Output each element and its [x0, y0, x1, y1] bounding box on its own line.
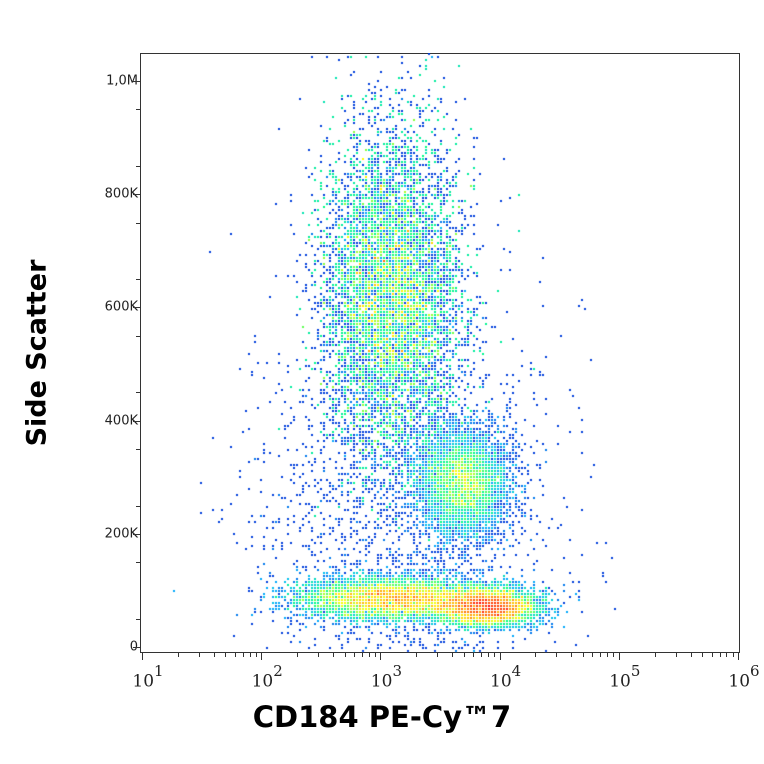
- x-minor-tick: [481, 653, 483, 657]
- x-minor-tick: [177, 653, 179, 657]
- density-dot-plot: [140, 53, 740, 653]
- y-tick-label: 800K: [104, 186, 138, 202]
- x-minor-tick: [318, 653, 320, 657]
- y-minor-tick: [136, 618, 140, 620]
- x-minor-tick: [473, 653, 475, 657]
- x-tick-base: 10: [132, 671, 155, 692]
- y-major-tick: [133, 307, 140, 309]
- y-minor-tick: [136, 448, 140, 450]
- x-minor-tick: [600, 653, 602, 657]
- y-major-tick: [133, 533, 140, 535]
- x-minor-tick: [213, 653, 215, 657]
- x-axis-title: CD184 PE-Cy™7: [252, 700, 512, 734]
- y-major-tick: [133, 420, 140, 422]
- y-minor-tick: [136, 165, 140, 167]
- y-tick-label: 600K: [104, 299, 138, 315]
- y-minor-tick: [136, 279, 140, 281]
- x-tick-label: 105: [609, 662, 640, 692]
- x-minor-tick: [732, 653, 734, 657]
- y-tick-label: 1,0M: [106, 73, 138, 89]
- x-minor-tick: [225, 653, 227, 657]
- x-minor-tick: [675, 653, 677, 657]
- x-minor-tick: [719, 653, 721, 657]
- x-major-tick: [142, 653, 143, 660]
- x-major-tick: [738, 653, 739, 660]
- x-major-tick: [618, 653, 620, 660]
- y-major-tick: [133, 194, 140, 196]
- x-minor-tick: [654, 653, 656, 657]
- x-tick-exponent: 3: [392, 662, 402, 680]
- x-minor-tick: [368, 653, 370, 657]
- y-minor-tick: [136, 109, 140, 111]
- x-minor-tick: [702, 653, 704, 657]
- y-minor-tick: [136, 562, 140, 564]
- y-minor-tick: [136, 505, 140, 507]
- x-minor-tick: [437, 653, 439, 657]
- x-tick-base: 10: [370, 671, 393, 692]
- x-tick-base: 10: [728, 671, 751, 692]
- x-tick-exponent: 5: [630, 662, 641, 680]
- x-minor-tick: [613, 653, 615, 657]
- x-minor-tick: [452, 653, 454, 657]
- y-minor-tick: [136, 392, 140, 394]
- x-tick-label: 104: [490, 662, 521, 692]
- y-tick-label: 200K: [104, 526, 138, 542]
- x-minor-tick: [198, 653, 200, 657]
- x-tick-label: 101: [132, 662, 163, 692]
- x-minor-tick: [582, 653, 584, 657]
- x-minor-tick: [711, 653, 713, 657]
- x-minor-tick: [607, 653, 609, 657]
- y-minor-tick: [136, 335, 140, 337]
- x-minor-tick: [361, 653, 363, 657]
- x-minor-tick: [494, 653, 496, 657]
- x-major-tick: [499, 653, 501, 660]
- x-tick-label: 102: [251, 662, 283, 692]
- x-minor-tick: [255, 653, 257, 657]
- y-minor-tick: [136, 222, 140, 224]
- x-minor-tick: [726, 653, 728, 657]
- x-minor-tick: [234, 653, 236, 657]
- x-minor-tick: [416, 653, 418, 657]
- y-tick-label: 400K: [104, 413, 138, 429]
- x-major-tick: [380, 653, 382, 660]
- y-major-tick: [133, 647, 140, 648]
- x-minor-tick: [571, 653, 573, 657]
- y-axis-title: Side Scatter: [21, 259, 53, 447]
- x-minor-tick: [535, 653, 537, 657]
- y-major-tick: [133, 81, 140, 82]
- x-minor-tick: [332, 653, 334, 657]
- x-minor-tick: [344, 653, 346, 657]
- x-minor-tick: [556, 653, 558, 657]
- x-minor-tick: [242, 653, 244, 657]
- x-tick-label: 106: [728, 662, 759, 692]
- x-major-tick: [261, 653, 263, 660]
- x-tick-base: 10: [251, 671, 274, 692]
- x-tick-base: 10: [490, 671, 512, 692]
- x-tick-label: 103: [370, 662, 402, 692]
- x-minor-tick: [297, 653, 299, 657]
- x-minor-tick: [592, 653, 594, 657]
- x-minor-tick: [249, 653, 251, 657]
- x-minor-tick: [690, 653, 692, 657]
- x-tick-exponent: 6: [750, 662, 760, 680]
- x-minor-tick: [374, 653, 376, 657]
- x-tick-exponent: 1: [154, 662, 164, 680]
- x-minor-tick: [488, 653, 490, 657]
- x-minor-tick: [353, 653, 355, 657]
- x-tick-exponent: 2: [273, 662, 283, 680]
- x-minor-tick: [463, 653, 465, 657]
- x-tick-exponent: 4: [511, 662, 522, 680]
- x-tick-base: 10: [609, 671, 631, 692]
